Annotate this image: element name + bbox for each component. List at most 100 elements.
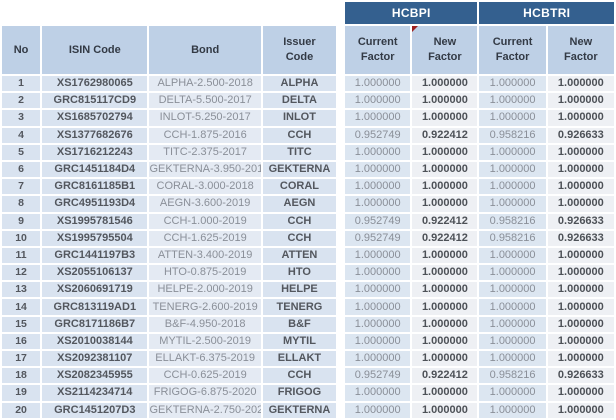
cell-hcbpi-current: 1.000000	[345, 402, 411, 418]
cell-no: 12	[2, 265, 41, 281]
cell-no: 8	[2, 196, 41, 212]
spacer-cell	[338, 317, 343, 332]
cell-bond: CORAL-3.000-2018	[149, 179, 261, 195]
cell-hcbpi-new: 1.000000	[412, 282, 478, 298]
cell-hcbtri-current: 1.000000	[479, 299, 546, 315]
cell-hcbpi-new: 1.000000	[412, 76, 478, 92]
cell-no: 20	[2, 402, 41, 418]
cell-no: 2	[2, 93, 41, 109]
cell-hcbtri-new: 1.000000	[547, 93, 614, 109]
cell-hcbpi-new: 1.000000	[412, 247, 478, 264]
cell-issuer: CCH	[262, 368, 337, 384]
cell-hcbtri-new: 1.000000	[547, 316, 614, 332]
spacer-cell	[338, 351, 343, 366]
cell-issuer: CORAL	[262, 179, 337, 195]
cell-issuer: TITC	[262, 144, 337, 160]
cell-hcbpi-current: 1.000000	[345, 93, 411, 109]
cell-no: 15	[2, 316, 41, 332]
cell-issuer: DELTA	[262, 93, 337, 109]
spacer-cell	[338, 145, 343, 160]
cell-isin: XS1995795504	[42, 230, 148, 246]
comment-indicator-icon[interactable]	[412, 26, 419, 32]
cell-hcbtri-current: 1.000000	[479, 76, 546, 92]
cell-hcbtri-current: 0.958216	[479, 230, 546, 246]
group-header-hcbtri: HCBTRI	[479, 2, 614, 24]
cell-hcbtri-new: 1.000000	[547, 179, 614, 195]
cell-hcbtri-current: 0.958216	[479, 127, 546, 143]
table-row: 15 GRC8171186B7 B&F-4.950-2018 B&F 1.000…	[2, 316, 614, 332]
cell-hcbtri-new: 1.000000	[547, 161, 614, 178]
spacer-cell	[338, 403, 343, 418]
cell-hcbpi-current: 1.000000	[345, 76, 411, 92]
table-row: 18 XS2082345955 CCH-0.625-2019 CCH 0.952…	[2, 368, 614, 384]
cell-bond: FRIGOG-6.875-2020	[149, 385, 261, 401]
cell-bond: HELPE-2.000-2019	[149, 282, 261, 298]
cell-hcbtri-new: 1.000000	[547, 333, 614, 349]
cell-issuer: GEKTERNA	[262, 402, 337, 418]
cell-hcbpi-current: 0.952749	[345, 213, 411, 229]
cell-bond: CCH-1.875-2016	[149, 127, 261, 143]
cell-hcbpi-new: 1.000000	[412, 351, 478, 367]
cell-hcbtri-new: 0.926633	[547, 127, 614, 143]
cell-hcbtri-new: 1.000000	[547, 299, 614, 315]
cell-no: 10	[2, 230, 41, 246]
cell-hcbtri-current: 0.958216	[479, 213, 546, 229]
cell-hcbtri-new: 1.000000	[547, 247, 614, 264]
cell-hcbtri-new: 1.000000	[547, 76, 614, 92]
cell-no: 16	[2, 333, 41, 349]
cell-hcbtri-current: 1.000000	[479, 351, 546, 367]
cell-hcbpi-new: 1.000000	[412, 196, 478, 212]
col-header-hcbtri-current: Current Factor	[479, 26, 546, 74]
spacer-cell	[2, 2, 336, 24]
spacer-cell	[338, 162, 343, 177]
cell-issuer: FRIGOG	[262, 385, 337, 401]
cell-isin: GRC813119AD1	[42, 299, 148, 315]
cell-bond: GEKTERNA-3.950-2018	[149, 161, 261, 178]
table-row: 9 XS1995781546 CCH-1.000-2019 CCH 0.9527…	[2, 213, 614, 229]
cell-hcbpi-new: 1.000000	[412, 299, 478, 315]
cell-isin: XS1995781546	[42, 213, 148, 229]
cell-bond: AEGN-3.600-2019	[149, 196, 261, 212]
cell-hcbtri-new: 1.000000	[547, 144, 614, 160]
spacer-cell	[338, 93, 343, 108]
cell-no: 18	[2, 368, 41, 384]
cell-bond: ATTEN-3.400-2019	[149, 247, 261, 264]
cell-hcbpi-current: 1.000000	[345, 110, 411, 126]
cell-hcbpi-current: 1.000000	[345, 144, 411, 160]
cell-issuer: MYTIL	[262, 333, 337, 349]
cell-hcbtri-new: 1.000000	[547, 402, 614, 418]
table-row: 16 XS2010038144 MYTIL-2.500-2019 MYTIL 1…	[2, 333, 614, 349]
cell-hcbpi-new: 1.000000	[412, 385, 478, 401]
spacer-cell	[338, 231, 343, 246]
cell-hcbpi-current: 1.000000	[345, 265, 411, 281]
cell-hcbpi-current: 1.000000	[345, 351, 411, 367]
col-header-isin: ISIN Code	[42, 26, 148, 74]
spacer-cell	[338, 299, 343, 314]
cell-hcbpi-current: 0.952749	[345, 230, 411, 246]
cell-isin: GRC1441197B3	[42, 247, 148, 264]
cell-hcbpi-current: 1.000000	[345, 333, 411, 349]
cell-isin: GRC8171186B7	[42, 316, 148, 332]
cell-hcbtri-new: 0.926633	[547, 368, 614, 384]
spacer-cell	[338, 110, 343, 125]
cell-no: 4	[2, 127, 41, 143]
cell-issuer: CCH	[262, 213, 337, 229]
column-header-row: No ISIN Code Bond Issuer Code Current Fa…	[2, 26, 614, 74]
cell-hcbpi-new: 0.922412	[412, 213, 478, 229]
cell-issuer: AEGN	[262, 196, 337, 212]
cell-hcbpi-new: 1.000000	[412, 333, 478, 349]
cell-bond: GEKTERNA-2.750-2020	[149, 402, 261, 418]
cell-bond: INLOT-5.250-2017	[149, 110, 261, 126]
cell-isin: XS2055106137	[42, 265, 148, 281]
cell-bond: ALPHA-2.500-2018	[149, 76, 261, 92]
spacer-cell	[338, 214, 343, 229]
cell-issuer: HELPE	[262, 282, 337, 298]
cell-hcbpi-new: 1.000000	[412, 144, 478, 160]
cell-hcbpi-new: 0.922412	[412, 127, 478, 143]
cell-hcbpi-current: 1.000000	[345, 282, 411, 298]
cell-issuer: ELLAKT	[262, 351, 337, 367]
spacer-cell	[338, 26, 343, 74]
cell-issuer: INLOT	[262, 110, 337, 126]
cell-issuer: ALPHA	[262, 76, 337, 92]
